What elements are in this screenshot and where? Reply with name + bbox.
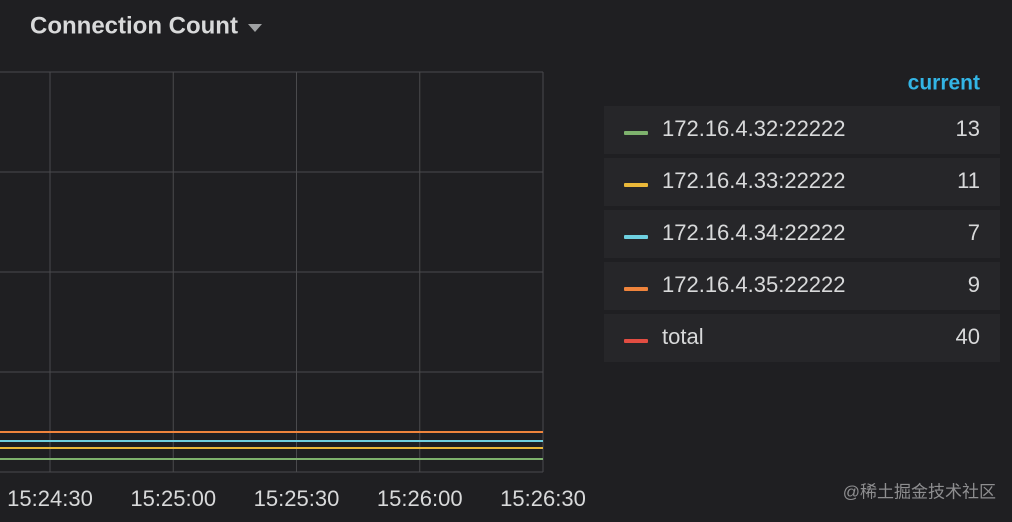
title-caret[interactable] [248, 24, 262, 32]
legend-item[interactable]: 172.16.4.33:22222 11 [604, 158, 1000, 206]
legend-swatch [624, 287, 648, 291]
legend-value: 13 [956, 116, 980, 141]
legend-swatch [624, 183, 648, 187]
x-tick-label: 15:25:30 [254, 486, 340, 511]
legend-row [604, 210, 1000, 258]
legend-item[interactable]: total 40 [604, 314, 1000, 362]
horizontal-grid [0, 71, 543, 473]
legend-item[interactable]: 172.16.4.32:22222 13 [604, 106, 1000, 154]
legend-row [604, 262, 1000, 310]
legend-header[interactable]: current [908, 72, 980, 95]
legend-label: 172.16.4.33:22222 [662, 168, 846, 193]
legend-label: 172.16.4.35:22222 [662, 272, 846, 297]
legend-value: 11 [957, 168, 980, 193]
watermark: @稀土掘金技术社区 [843, 482, 996, 501]
legend-label: 172.16.4.32:22222 [662, 116, 846, 141]
legend-label: 172.16.4.34:22222 [662, 220, 846, 245]
x-tick-label: 15:26:30 [500, 486, 586, 511]
legend-item[interactable]: 172.16.4.35:22222 9 [604, 262, 1000, 310]
legend-swatch [624, 339, 648, 343]
x-tick-label: 15:24:30 [7, 486, 93, 511]
chart-title[interactable]: Connection Count [30, 12, 238, 39]
legend-label: total [662, 324, 704, 349]
legend-swatch [624, 131, 648, 135]
legend-value: 40 [956, 324, 980, 349]
x-tick-label: 15:25:00 [130, 486, 216, 511]
legend-item[interactable]: 172.16.4.34:22222 7 [604, 210, 1000, 258]
legend-value: 7 [968, 220, 980, 245]
legend-value: 9 [968, 272, 980, 297]
legend-row [604, 314, 1000, 362]
legend-row [604, 106, 1000, 154]
legend-row [604, 158, 1000, 206]
x-tick-label: 15:26:00 [377, 486, 463, 511]
legend-swatch [624, 235, 648, 239]
